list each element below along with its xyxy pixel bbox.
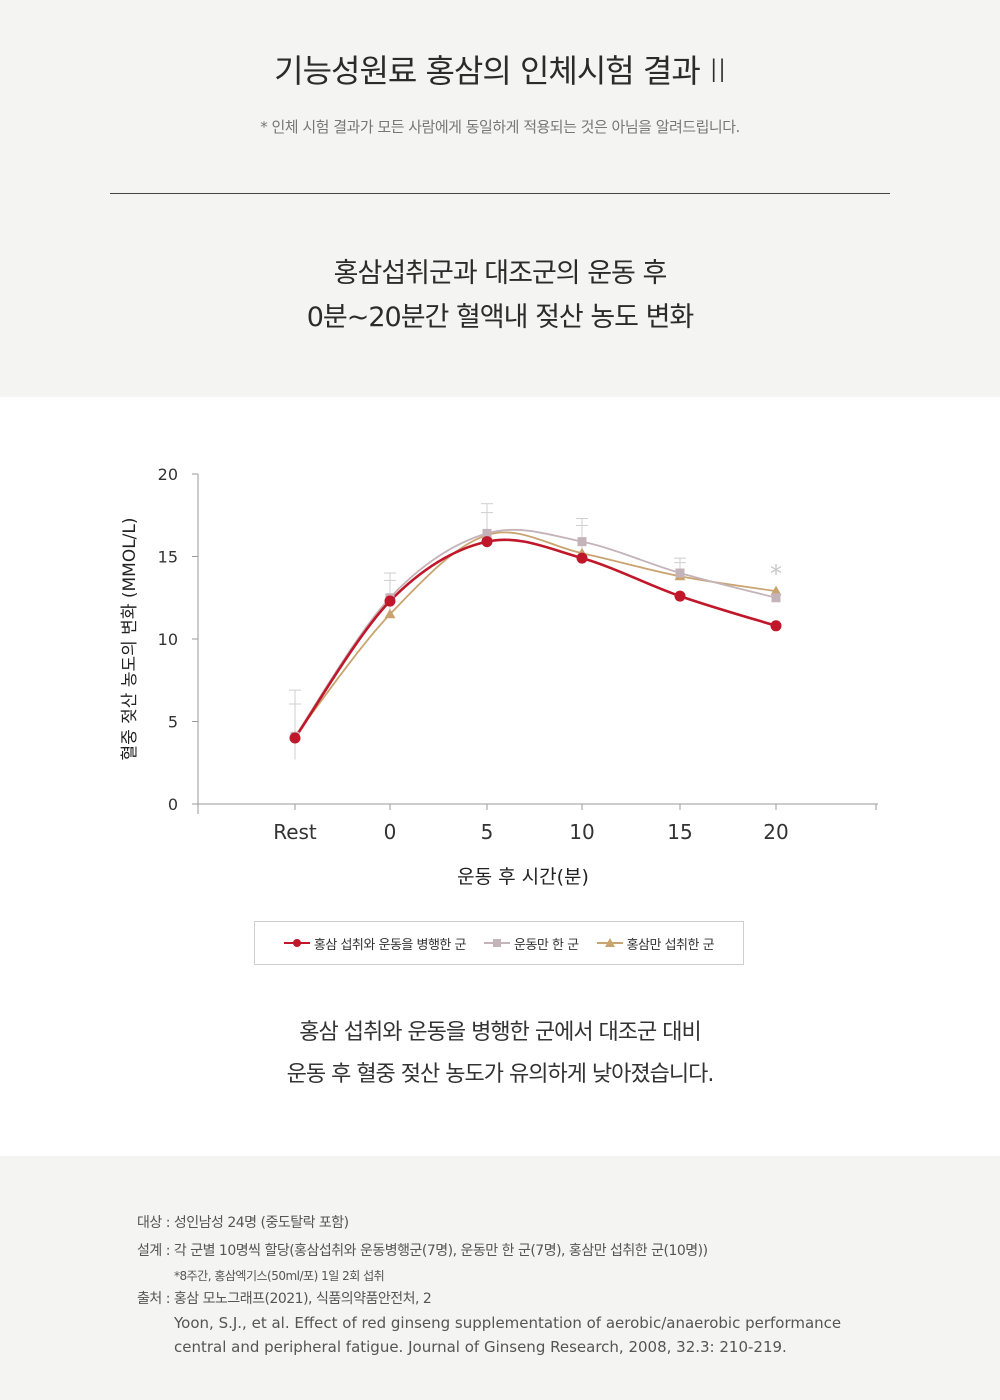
x-axis-label: 운동 후 시간(분): [457, 866, 589, 888]
x-tick-label: Rest: [273, 820, 317, 844]
conclusion-line2: 운동 후 혈중 젖산 농도가 유의하게 낮아졌습니다.: [286, 1062, 715, 1087]
y-tick-label: 15: [158, 548, 178, 567]
series-line-circle: [293, 538, 777, 739]
data-point-circle: [289, 732, 301, 744]
chart-heading: 홍삼섭취군과 대조군의 운동 후 0분~20분간 혈액내 젖산 농도 변화: [0, 252, 1000, 340]
page-title: 기능성원료 홍삼의 인체시험 결과 II: [274, 52, 727, 90]
x-ticks: Rest 0 5 10 15 20: [273, 804, 877, 844]
note-reference-1: Yoon, S.J., et al. Effect of red ginseng…: [174, 1314, 842, 1332]
note-reference-2: central and peripheral fatigue. Journal …: [174, 1338, 787, 1356]
notes-section: [0, 1156, 1000, 1400]
data-point-triangle: [770, 585, 782, 596]
data-point-square: [577, 537, 587, 547]
data-point-circle: [674, 590, 686, 602]
y-tick-label: 0: [168, 795, 178, 814]
chart-heading-line1: 홍삼섭취군과 대조군의 운동 후: [333, 258, 668, 289]
x-tick-label: 5: [481, 820, 494, 844]
chart-legend: 홍삼 섭취와 운동을 병행한 군 운동만 한 군 홍삼만 섭취한 군: [254, 921, 744, 965]
y-tick-label: 10: [158, 630, 178, 649]
y-tick-label: 20: [158, 465, 178, 484]
error-bars: [289, 503, 686, 760]
data-point-circle: [770, 620, 782, 632]
y-tick-label: 5: [168, 713, 178, 732]
chart-axes: [197, 474, 878, 814]
data-point-square: [675, 568, 685, 578]
note-design: 설계 : 각 군별 10명씩 할당(홍삼섭취와 운동병행군(7명), 운동만 한…: [137, 1243, 708, 1259]
disclaimer-text: * 인체 시험 결과가 모든 사람에게 동일하게 적용되는 것은 아님을 알려드…: [260, 118, 740, 136]
y-axis-label: 혈중 젖산 농도의 변화 (MMOL/L): [120, 517, 140, 760]
y-ticks: 0 5 10 15 20: [158, 465, 198, 814]
legend-swatch-square: [483, 939, 510, 947]
x-tick-label: 20: [763, 820, 788, 844]
chart-heading-line2: 0분~20분간 혈액내 젖산 농도 변화: [306, 302, 695, 333]
legend-label: 운동만 한 군: [513, 937, 579, 953]
legend-swatch-circle: [283, 939, 310, 947]
data-point-square: [482, 528, 492, 538]
legend-label: 홍삼 섭취와 운동을 병행한 군: [313, 937, 467, 953]
data-point-triangle: [384, 608, 396, 619]
conclusion-text: 홍삼 섭취와 운동을 병행한 군에서 대조군 대비 운동 후 혈중 젖산 농도가…: [0, 1012, 1000, 1096]
series-line-triangle: [294, 531, 777, 737]
data-point-circle: [576, 552, 588, 564]
data-point-circle: [481, 536, 493, 548]
chart-annotations: *: [770, 560, 782, 588]
series-line-square: [294, 528, 777, 737]
conclusion-line1: 홍삼 섭취와 운동을 병행한 군에서 대조군 대비: [299, 1020, 702, 1045]
series-markers: [289, 528, 782, 744]
x-tick-label: 15: [667, 820, 692, 844]
note-design-detail: *8주간, 홍삼엑기스(50ml/포) 1일 2회 섭취: [174, 1269, 385, 1283]
legend-label: 홍삼만 섭취한 군: [626, 937, 715, 953]
legend-item-exercise: 운동만 한 군: [483, 934, 579, 953]
note-source: 출처 : 홍삼 모노그래프(2021), 식품의약품안전처, 2: [137, 1291, 432, 1307]
data-point-square: [771, 593, 781, 603]
divider: [110, 193, 890, 194]
x-tick-label: 10: [569, 820, 594, 844]
x-tick-label: 0: [384, 820, 397, 844]
legend-swatch-triangle: [596, 938, 623, 947]
significance-asterisk: *: [770, 560, 782, 588]
header-section: [0, 0, 1000, 397]
legend-item-combined: 홍삼 섭취와 운동을 병행한 군: [283, 934, 467, 953]
note-subject: 대상 : 성인남성 24명 (중도탈락 포함): [137, 1215, 349, 1231]
data-point-circle: [384, 595, 396, 607]
series-lines: [293, 528, 777, 739]
legend-item-ginseng: 홍삼만 섭취한 군: [596, 934, 715, 953]
line-chart: 0 5 10 15 20 Rest 0 5 10 15 20 혈중 젖산 농도의 변화 (MMOL…: [120, 465, 878, 888]
